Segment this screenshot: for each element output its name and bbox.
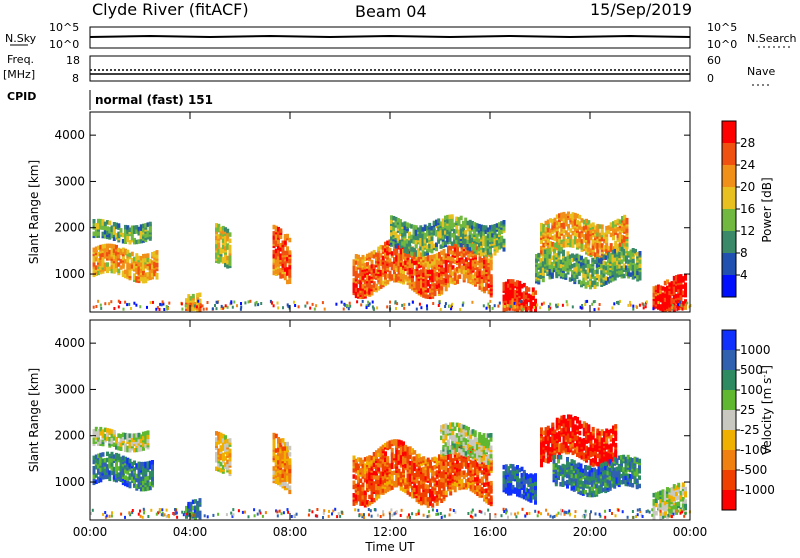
colorbar-tick-label: 24 <box>740 158 755 172</box>
nsearch-tick-high: 10^5 <box>707 21 737 34</box>
colorbar-tick-label: 16 <box>740 202 755 216</box>
power-ylabel: Slant Range [km] <box>27 160 41 264</box>
echo-band <box>503 464 538 505</box>
nave-tick-low: 0 <box>707 72 714 85</box>
power-colorbar: 4 8 12 16 20 24 28 <box>722 121 755 298</box>
colorbar-swatch <box>722 143 736 166</box>
x-tick-label: 20:00 <box>573 525 608 539</box>
velocity-echoes <box>90 414 691 520</box>
colorbar-swatch <box>722 490 736 511</box>
power-colorbar-label: Power [dB] <box>760 177 774 242</box>
colorbar-swatch <box>722 330 736 351</box>
y-tick-label: 2000 <box>54 221 85 235</box>
colorbar-swatch <box>722 275 736 298</box>
echo-band <box>93 244 159 284</box>
nsky-line <box>90 36 690 37</box>
freq-strip <box>90 56 690 81</box>
colorbar-tick-label: -1000 <box>740 483 775 497</box>
beam-label: Beam 04 <box>355 2 427 21</box>
colorbar-swatch <box>722 370 736 391</box>
freq-unit: [MHz] <box>3 68 35 81</box>
colorbar-tick-label: -500 <box>740 463 767 477</box>
echo-band <box>215 431 232 476</box>
velocity-colorbar-label: Velocity [m s-1] <box>760 365 774 455</box>
nsearch-tick-low: 10^0 <box>707 38 737 51</box>
colorbar-tick-label: 28 <box>740 136 755 150</box>
colorbar-tick-label: 12 <box>740 224 755 238</box>
date-label: 15/Sep/2019 <box>590 0 692 19</box>
echo-band <box>540 414 617 469</box>
echo-band <box>185 498 202 520</box>
y-tick-label: 1000 <box>54 267 85 281</box>
colorbar-swatch <box>722 470 736 491</box>
colorbar-swatch <box>722 350 736 371</box>
x-tick-label: 04:00 <box>173 525 208 539</box>
colorbar-swatch <box>722 187 736 210</box>
colorbar-swatch <box>722 121 736 144</box>
echo-band <box>93 427 150 453</box>
velocity-panel: 1000 2000 3000 4000 00:00 04:00 08:00 12:00 16:… <box>27 320 707 554</box>
cpid-value: normal (fast) 151 <box>95 93 213 107</box>
y-tick-label: 3000 <box>54 174 85 188</box>
power-x-axis <box>90 112 690 312</box>
y-tick-label: 4000 <box>54 336 85 350</box>
nsearch-label: N.Search <box>747 32 797 45</box>
colorbar-swatch <box>722 209 736 232</box>
power-echoes <box>93 212 692 313</box>
y-tick-label: 4000 <box>54 128 85 142</box>
echo-band <box>273 433 292 494</box>
colorbar-swatch <box>722 231 736 254</box>
chart-title: Clyde River (fitACF) <box>92 0 249 19</box>
freq-tick-low: 8 <box>72 72 79 85</box>
y-tick-label: 3000 <box>54 382 85 396</box>
y-tick-label: 2000 <box>54 429 85 443</box>
freq-label: Freq. <box>7 53 34 66</box>
echo-band <box>93 452 155 492</box>
near-range-scatter <box>93 300 692 311</box>
colorbar-swatch <box>722 450 736 471</box>
colorbar-tick-label: 1000 <box>740 343 771 357</box>
velocity-ylabel: Slant Range [km] <box>27 368 41 472</box>
power-panel: 1000 2000 3000 4000 Slant Range [km] <box>27 112 692 312</box>
nsky-label: N.Sky <box>5 32 37 45</box>
echo-band <box>273 225 292 284</box>
x-tick-label: 16:00 <box>473 525 508 539</box>
x-tick-label: 00:00 <box>673 525 708 539</box>
echo-band <box>215 223 232 269</box>
power-frame <box>90 112 690 312</box>
cpid-label: CPID <box>7 90 36 103</box>
y-tick-label: 1000 <box>54 475 85 489</box>
nave-label: Nave <box>747 65 775 78</box>
x-tick-label: 00:00 <box>73 525 108 539</box>
colorbar-tick-label: 4 <box>740 268 748 282</box>
colorbar-swatch <box>722 390 736 411</box>
colorbar-tick-label: -25 <box>740 423 760 437</box>
x-tick-label: 08:00 <box>273 525 308 539</box>
nave-tick-high: 60 <box>707 54 721 67</box>
nsky-tick-low: 10^0 <box>49 38 79 51</box>
colorbar-swatch <box>722 410 736 431</box>
x-tick-label: 12:00 <box>373 525 408 539</box>
colorbar-swatch <box>722 430 736 451</box>
nsky-tick-high: 10^5 <box>49 21 79 34</box>
colorbar-tick-label: 8 <box>740 246 748 260</box>
colorbar-swatch <box>722 253 736 276</box>
colorbar-tick-label: 20 <box>740 180 755 194</box>
colorbar-tick-label: 25 <box>740 403 755 417</box>
velocity-xlabel: Time UT <box>364 540 415 554</box>
colorbar-swatch <box>722 165 736 188</box>
echo-band <box>93 219 152 245</box>
freq-tick-high: 18 <box>66 54 80 67</box>
